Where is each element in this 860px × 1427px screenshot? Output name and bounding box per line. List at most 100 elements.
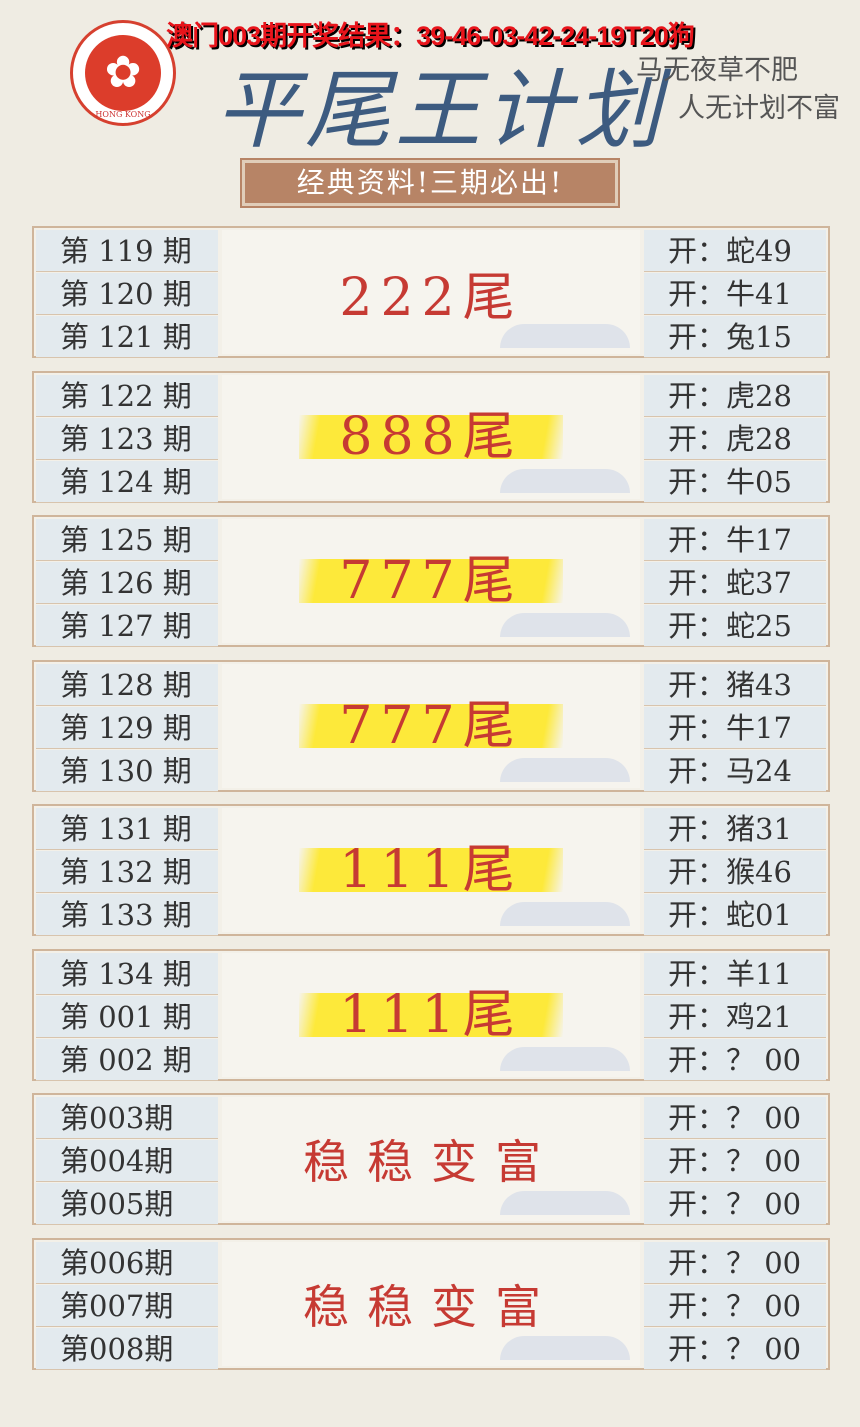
period-label: 第004期 xyxy=(36,1140,218,1182)
draw-result: 开：？ 00 xyxy=(644,1327,826,1370)
draw-result: 开：猪43 xyxy=(644,663,826,706)
prediction-panel: 777尾 xyxy=(222,519,640,643)
period-label: 第 130 期 xyxy=(36,749,218,792)
period-label: 第006期 xyxy=(36,1241,218,1284)
bauhinia-icon: ✿ xyxy=(85,35,161,111)
period-list: 第006期 第007期 第008期 xyxy=(36,1241,218,1371)
period-label: 第 123 期 xyxy=(36,417,218,460)
period-label: 第 127 期 xyxy=(36,605,218,647)
draw-result: 开：羊11 xyxy=(644,952,826,995)
period-list: 第003期 第004期 第005期 xyxy=(36,1097,218,1226)
prediction-block: 第 128 期第 129 期第 130 期 777尾 开：猪43 开：牛17 开：马24 xyxy=(32,659,830,793)
tail-prediction: 777尾 xyxy=(299,700,563,752)
result-list: 开：蛇49 开：牛41 开：兔15 xyxy=(644,230,826,359)
tail-prediction: 111尾 xyxy=(299,844,563,896)
period-label: 第 122 期 xyxy=(36,374,218,417)
draw-result: 开：？ 00 xyxy=(644,1241,826,1284)
draw-result: 开：猪31 xyxy=(644,808,826,850)
draw-result: 开：蛇37 xyxy=(644,562,826,604)
prediction-block: 第003期 第004期 第005期 稳稳变富 开：？ 00 开：？ 00 开：？ 00 xyxy=(32,1093,830,1225)
prediction-block: 第 122 期第 123 期第 124 期 888尾 开：虎28 开：虎28 开：牛05 xyxy=(32,370,830,504)
prediction-panel: 777尾 xyxy=(222,663,640,788)
period-label: 第 125 期 xyxy=(36,519,218,561)
period-label: 第 133 期 xyxy=(36,894,218,936)
period-list: 第 131 期第 132 期第 133 期 xyxy=(36,808,218,937)
draw-result: 开：兔15 xyxy=(644,316,826,358)
period-label: 第005期 xyxy=(36,1183,218,1225)
hong-kong-seal-logo: ✿ HONG KONG xyxy=(70,20,176,126)
period-label: 第 002 期 xyxy=(36,1038,218,1081)
tail-prediction: 777尾 xyxy=(299,555,563,607)
mountain-decoration xyxy=(500,324,630,348)
draw-result: 开：？ 00 xyxy=(644,1284,826,1327)
result-list: 开：猪43 开：牛17 开：马24 xyxy=(644,663,826,793)
mountain-decoration xyxy=(500,1335,630,1360)
period-label: 第 124 期 xyxy=(36,460,218,503)
prediction-panel: 111尾 xyxy=(222,808,640,932)
draw-result: 开：牛17 xyxy=(644,706,826,749)
period-label: 第 134 期 xyxy=(36,952,218,995)
period-label: 第 131 期 xyxy=(36,808,218,850)
period-label: 第 121 期 xyxy=(36,316,218,358)
prediction-panel: 222尾 xyxy=(222,230,640,354)
period-label: 第 120 期 xyxy=(36,273,218,315)
period-label: 第 119 期 xyxy=(36,230,218,272)
period-list: 第 128 期第 129 期第 130 期 xyxy=(36,663,218,793)
prediction-panel: 111尾 xyxy=(222,952,640,1077)
result-list: 开：猪31 开：猴46 开：蛇01 xyxy=(644,808,826,937)
mountain-decoration xyxy=(500,1046,630,1071)
draw-result: 开：牛41 xyxy=(644,273,826,315)
period-list: 第 125 期第 126 期第 127 期 xyxy=(36,519,218,648)
tail-prediction: 111尾 xyxy=(299,989,563,1041)
result-list: 开：羊11 开：鸡21 开：？ 00 xyxy=(644,952,826,1082)
period-label: 第 126 期 xyxy=(36,562,218,604)
prediction-block: 第 119 期第 120 期第 121 期 222尾 开：蛇49 开：牛41 开：兔15 xyxy=(32,226,830,358)
prediction-block: 第 134 期第 001 期第 002 期 111尾 开：羊11 开：鸡21 开：？ 0… xyxy=(32,948,830,1082)
mountain-decoration xyxy=(500,468,630,493)
draw-result: 开：牛17 xyxy=(644,519,826,561)
mountain-decoration xyxy=(500,902,630,926)
mountain-decoration xyxy=(500,757,630,782)
prediction-block: 第 131 期第 132 期第 133 期 111尾 开：猪31 开：猴46 开：蛇01 xyxy=(32,804,830,936)
draw-result: 开：猴46 xyxy=(644,851,826,893)
motto: 马无夜草不肥 人无计划不富 xyxy=(636,55,840,124)
draw-result: 开：？ 00 xyxy=(644,1038,826,1081)
period-label: 第007期 xyxy=(36,1284,218,1327)
mountain-decoration xyxy=(500,613,630,637)
draw-result: 开：虎28 xyxy=(644,417,826,460)
period-label: 第 129 期 xyxy=(36,706,218,749)
draw-result: 开：蛇49 xyxy=(644,230,826,272)
period-label: 第 001 期 xyxy=(36,995,218,1038)
draw-result: 开：马24 xyxy=(644,749,826,792)
period-label: 第008期 xyxy=(36,1327,218,1370)
banner: 经典资料!三期必出! xyxy=(240,158,620,208)
result-list: 开：虎28 开：虎28 开：牛05 xyxy=(644,374,826,504)
period-label: 第 132 期 xyxy=(36,851,218,893)
period-label: 第003期 xyxy=(36,1097,218,1139)
draw-result: 开：？ 00 xyxy=(644,1140,826,1182)
prediction-panel: 888尾 xyxy=(222,374,640,499)
tail-prediction: 稳稳变富 xyxy=(303,1135,559,1189)
tail-prediction: 222尾 xyxy=(339,267,523,328)
page-title: 平尾王计划 xyxy=(215,61,665,161)
prediction-block: 第006期 第007期 第008期 稳稳变富 开：？ 00 开：？ 00 开：？ 00 xyxy=(32,1237,830,1371)
draw-result: 开：？ 00 xyxy=(644,1097,826,1139)
period-list: 第 119 期第 120 期第 121 期 xyxy=(36,230,218,359)
prediction-panel: 稳稳变富 xyxy=(222,1097,640,1221)
period-label: 第 128 期 xyxy=(36,663,218,706)
draw-result: 开：鸡21 xyxy=(644,995,826,1038)
prediction-panel: 稳稳变富 xyxy=(222,1241,640,1366)
draw-result: 开：蛇25 xyxy=(644,605,826,647)
period-list: 第 122 期第 123 期第 124 期 xyxy=(36,374,218,504)
draw-result: 开：牛05 xyxy=(644,460,826,503)
tail-prediction: 888尾 xyxy=(299,411,563,463)
draw-result: 开：蛇01 xyxy=(644,894,826,936)
period-list: 第 134 期第 001 期第 002 期 xyxy=(36,952,218,1082)
prediction-block: 第 125 期第 126 期第 127 期 777尾 开：牛17 开：蛇37 开：蛇25 xyxy=(32,515,830,647)
result-list: 开：？ 00 开：？ 00 开：？ 00 xyxy=(644,1097,826,1226)
draw-result: 开：虎28 xyxy=(644,374,826,417)
result-list: 开：牛17 开：蛇37 开：蛇25 xyxy=(644,519,826,648)
result-list: 开：？ 00 开：？ 00 开：？ 00 xyxy=(644,1241,826,1371)
draw-result: 开：？ 00 xyxy=(644,1183,826,1225)
mountain-decoration xyxy=(500,1191,630,1215)
